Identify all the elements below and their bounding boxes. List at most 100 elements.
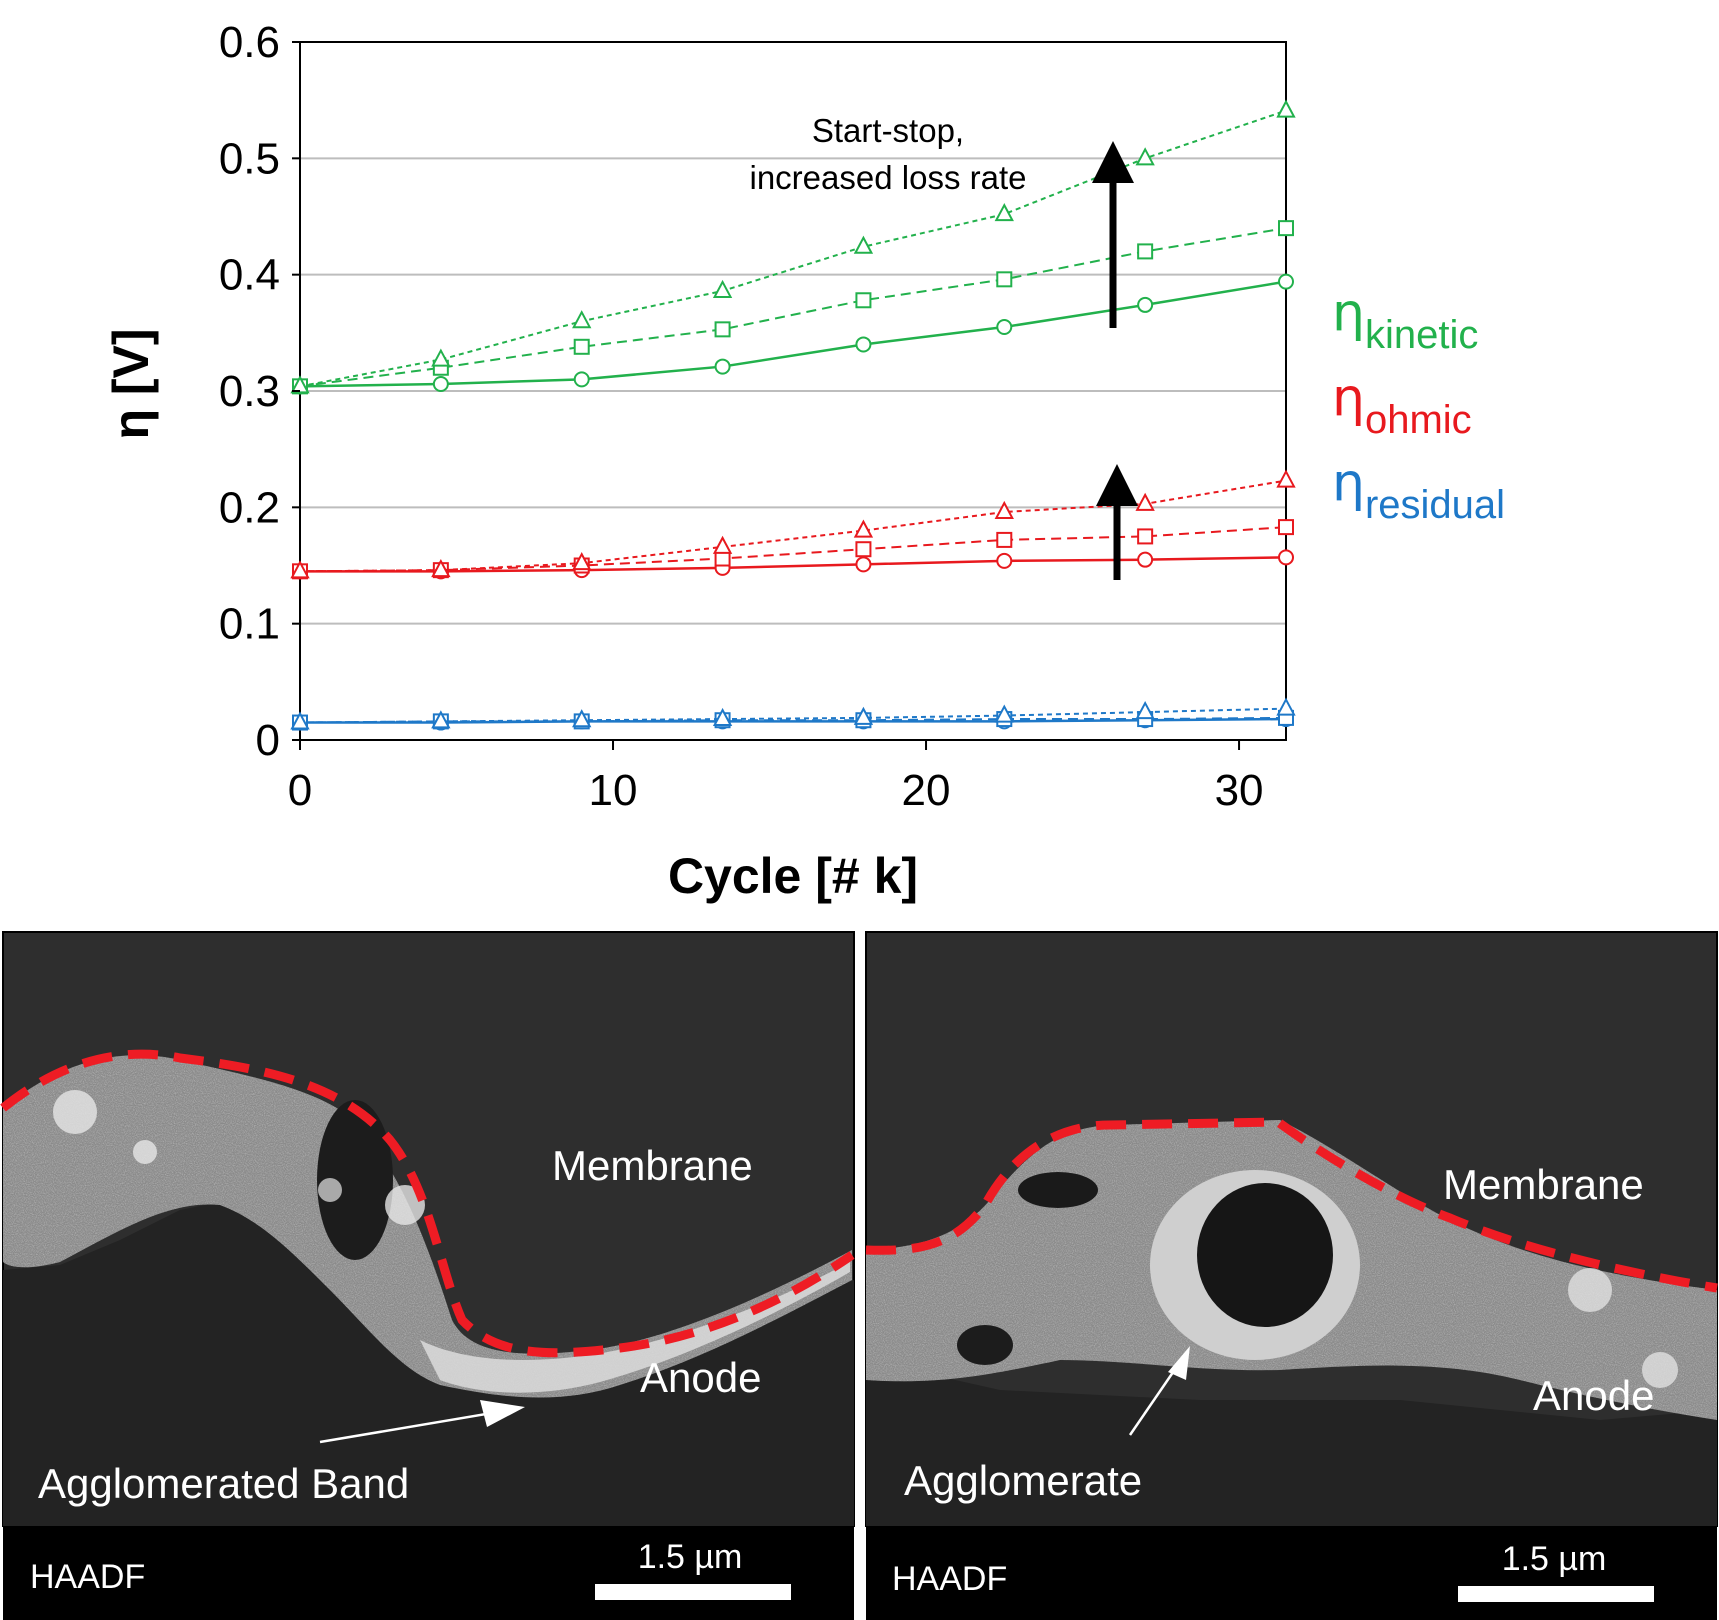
data-point-circle	[996, 552, 1013, 569]
data-point-circle	[1137, 551, 1154, 568]
data-point-triangle	[431, 559, 451, 578]
data-point-triangle	[431, 710, 451, 729]
data-point-triangle	[853, 706, 874, 725]
y-tick-label: 0	[256, 716, 280, 765]
series-line	[299, 109, 1287, 388]
data-point-square	[714, 321, 731, 338]
data-point-triangle	[431, 348, 451, 367]
micrograph-left-scale-bar	[595, 1584, 791, 1600]
micrograph-right-mode-label: HAADF	[892, 1560, 1007, 1598]
micrograph-left-pointer-arrow	[319, 1408, 511, 1444]
x-tick-label: 0	[288, 766, 312, 815]
data-point-triangle	[290, 711, 310, 730]
y-tick-label: 0.1	[219, 600, 280, 649]
micrograph-right-anode-region	[866, 1360, 1717, 1526]
data-point-triangle	[994, 704, 1014, 723]
data-point-triangle	[572, 552, 592, 571]
data-point-triangle	[1276, 99, 1296, 118]
micrograph-left: Membrane Anode Agglomerated Band HAADF 1…	[0, 931, 855, 1620]
micrograph-right-feature-label: Agglomerate	[904, 1457, 1142, 1504]
data-point-triangle	[1276, 469, 1296, 488]
data-point-square	[996, 271, 1013, 288]
micrograph-right-membrane-boundary	[865, 1117, 1718, 1293]
micrograph-right-membrane-label: Membrane	[1443, 1161, 1644, 1208]
line-chart: 00.10.20.30.40.50.6 0 10 20 30 Cycle [# k] …	[103, 18, 1505, 904]
data-point-circle	[855, 336, 872, 353]
micrograph-left-info-bar	[3, 1527, 854, 1620]
series-line	[300, 556, 1287, 573]
data-point-square	[996, 531, 1013, 548]
y-tick-label: 0.5	[219, 134, 280, 183]
micrograph-right-agglomerate-core	[1197, 1183, 1333, 1327]
data-point-circle	[1137, 296, 1154, 313]
series-kinetic-triangle	[290, 99, 1296, 394]
legend-ohmic: ηohmic	[1332, 368, 1472, 442]
micrograph-right-particle	[1642, 1352, 1678, 1388]
data-point-triangle	[994, 500, 1014, 519]
data-point-square	[1278, 220, 1294, 237]
micrograph-left-scale-label: 1.5 µm	[638, 1538, 743, 1576]
data-point-triangle	[712, 707, 733, 727]
micrograph-left-catalyst-texture	[3, 1055, 852, 1398]
series-line	[299, 280, 1287, 388]
legend-residual-sub: residual	[1365, 483, 1505, 527]
legend-ohmic-sub: ohmic	[1365, 398, 1472, 442]
y-tick-label: 0.4	[219, 251, 280, 300]
data-point-triangle	[994, 203, 1014, 222]
legend-kinetic-sub: kinetic	[1365, 313, 1478, 357]
data-point-circle	[1278, 549, 1294, 566]
data-point-triangle	[1135, 492, 1155, 511]
series-line	[299, 479, 1287, 573]
data-point-triangle	[572, 709, 592, 728]
data-point-triangle	[290, 560, 310, 579]
micrograph-left-anode-region	[3, 1200, 854, 1526]
x-tick-label: 20	[902, 766, 951, 815]
annotation-line-2: increased loss rate	[750, 159, 1027, 196]
data-point-triangle	[712, 535, 733, 554]
data-point-triangle	[290, 375, 310, 394]
micrograph-left-membrane-boundary	[0, 1049, 855, 1358]
data-point-triangle	[1276, 697, 1296, 716]
series-residual-triangle	[290, 697, 1296, 730]
data-point-square	[1278, 519, 1294, 536]
x-tick-label: 30	[1215, 766, 1264, 815]
y-tick-label: 0.6	[219, 18, 280, 67]
data-point-square	[573, 338, 590, 355]
series-layer	[290, 99, 1296, 731]
micrograph-right-info-bar	[866, 1527, 1717, 1620]
micrograph-left-mode-label: HAADF	[30, 1558, 145, 1596]
data-point-circle	[1278, 273, 1294, 290]
series-line	[299, 227, 1287, 388]
x-axis-ticks: 0 10 20 30	[288, 740, 1264, 815]
micrograph-left-particle	[385, 1185, 425, 1225]
data-point-triangle	[572, 310, 592, 329]
y-axis-ticks: 0 0.1 0.2 0.3 0.4 0.5 0.6	[219, 18, 300, 765]
series-ohmic-triangle	[290, 469, 1296, 579]
data-point-triangle	[1135, 700, 1155, 720]
legend-kinetic: ηkinetic	[1332, 283, 1478, 357]
series-line	[299, 707, 1287, 724]
micrograph-left-pore	[317, 1100, 393, 1260]
data-point-square	[1137, 528, 1154, 545]
micrograph-left-particle	[133, 1140, 157, 1164]
micrograph-right: Membrane Anode Agglomerate HAADF 1.5 µm	[865, 931, 1718, 1620]
legend-kinetic-symbol: η	[1332, 283, 1365, 343]
legend-residual-symbol: η	[1332, 453, 1365, 513]
data-point-circle	[714, 358, 731, 375]
legend-ohmic-symbol: η	[1332, 368, 1365, 428]
data-point-square	[855, 292, 872, 309]
annotation-line-1: Start-stop,	[812, 112, 964, 149]
data-point-circle	[432, 376, 449, 393]
data-point-circle	[573, 371, 590, 388]
y-axis-title: η [V]	[103, 328, 159, 439]
micrograph-right-pore	[957, 1325, 1013, 1365]
legend-residual: ηresidual	[1332, 453, 1505, 527]
data-point-triangle	[1135, 147, 1155, 166]
y-tick-label: 0.3	[219, 367, 280, 416]
micrograph-right-anode-label: Anode	[1533, 1372, 1654, 1419]
series-kinetic-circle	[292, 273, 1294, 395]
micrograph-left-pointer-arrowhead	[480, 1400, 525, 1427]
legend: ηkinetic ηohmic ηresidual	[1332, 283, 1505, 527]
gridlines	[300, 157, 1286, 625]
